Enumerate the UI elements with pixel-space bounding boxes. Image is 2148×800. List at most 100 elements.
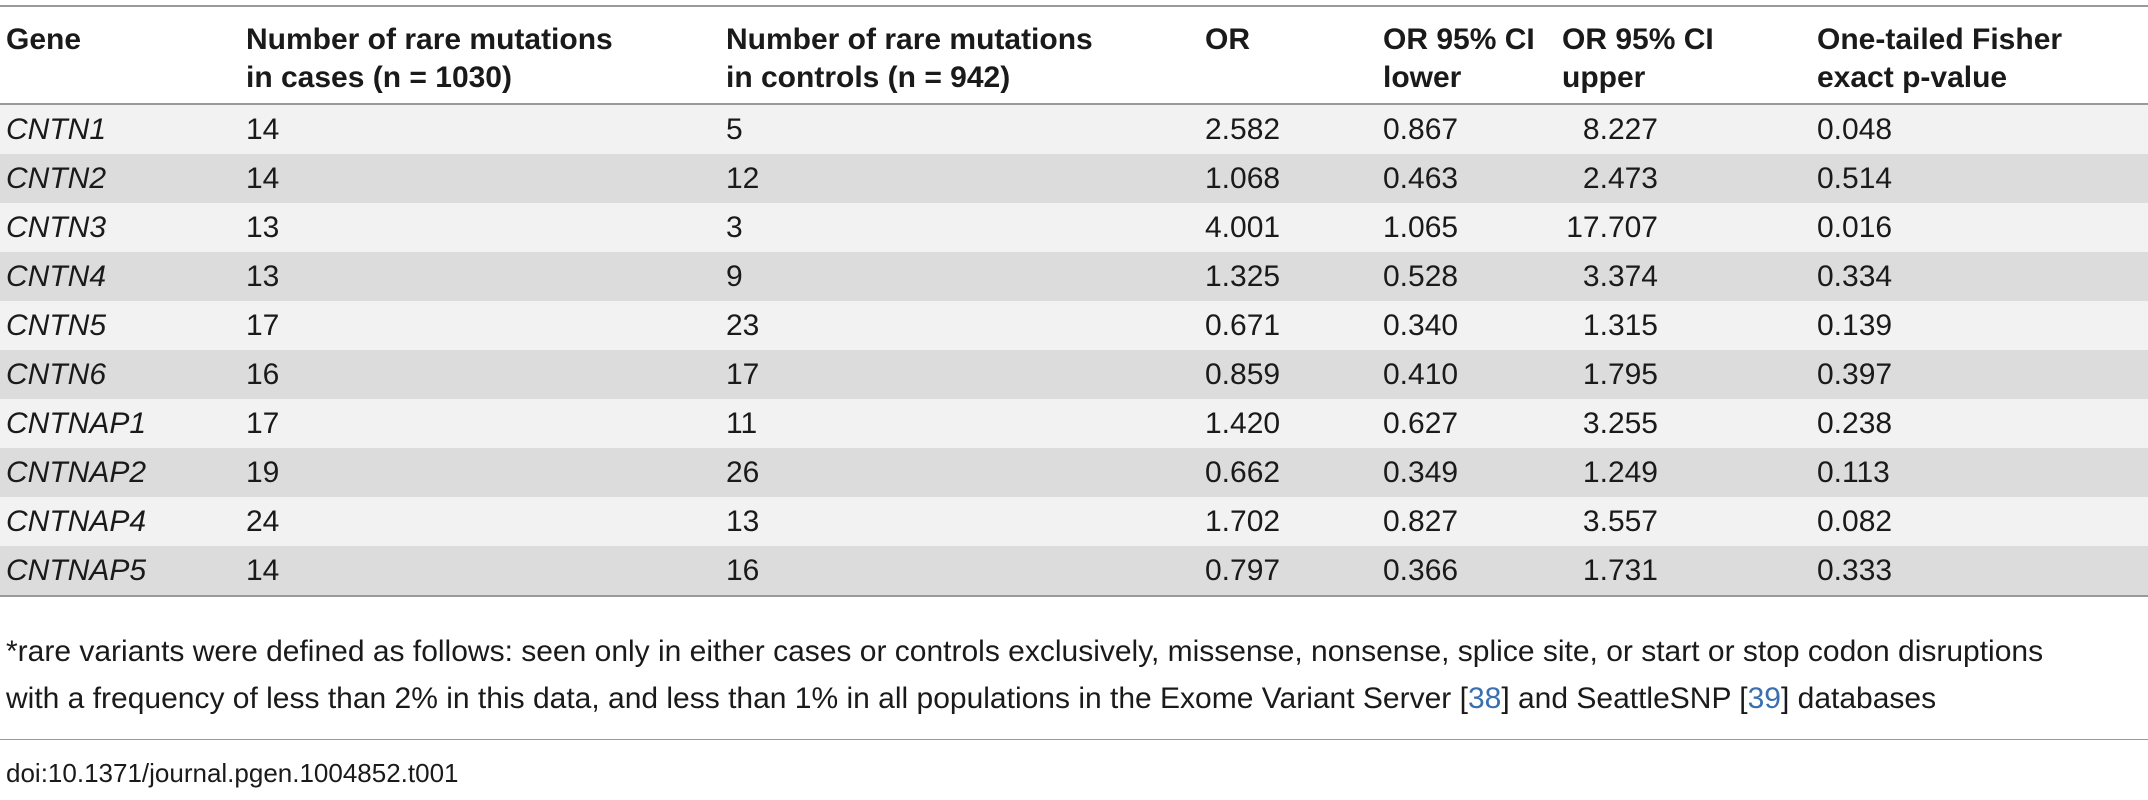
- header-cases-line2: in cases (n = 1030): [246, 61, 512, 94]
- doi-label: doi:10.1371/journal.pgen.1004852.t001: [6, 758, 459, 788]
- ci-upper-cell: 1.315: [1562, 301, 1817, 350]
- gene-cell: CNTN4: [0, 252, 246, 301]
- cases-cell: 17: [246, 301, 726, 350]
- ci-lower-cell: 0.349: [1383, 448, 1562, 497]
- header-ci-upper-line1: OR 95% CI: [1562, 23, 1714, 56]
- header-ci-upper-line2: upper: [1562, 61, 1646, 94]
- table-row: CNTN5 17 23 0.671 0.340 1.315 0.139: [0, 301, 2148, 350]
- cases-cell: 13: [246, 252, 726, 301]
- cases-cell: 13: [246, 203, 726, 252]
- controls-cell: 13: [726, 497, 1205, 546]
- header-row: Gene Number of rare mutations in cases (n…: [0, 7, 2148, 105]
- gene-cell: CNTN5: [0, 301, 246, 350]
- ci-upper-cell: 17.707: [1562, 203, 1817, 252]
- header-ci-lower: OR 95% CI lower: [1383, 7, 1562, 105]
- or-cell: 0.859: [1205, 350, 1383, 399]
- cases-cell: 17: [246, 399, 726, 448]
- ci-upper-cell: 8.227: [1562, 104, 1817, 154]
- ci-upper-value: 8.227: [1582, 113, 1658, 146]
- pvalue-cell: 0.514: [1817, 154, 2148, 203]
- header-ci-lower-line1: OR 95% CI: [1383, 23, 1535, 56]
- controls-cell: 16: [726, 546, 1205, 597]
- header-controls-line2: in controls (n = 942): [726, 61, 1011, 94]
- ci-lower-cell: 0.528: [1383, 252, 1562, 301]
- pvalue-cell: 0.333: [1817, 546, 2148, 597]
- cases-cell: 24: [246, 497, 726, 546]
- pvalue-cell: 0.139: [1817, 301, 2148, 350]
- footnote-text-a: with a frequency of less than 2% in this…: [6, 682, 1468, 715]
- table-row: CNTNAP2 19 26 0.662 0.349 1.249 0.113: [0, 448, 2148, 497]
- table-row: CNTNAP4 24 13 1.702 0.827 3.557 0.082: [0, 497, 2148, 546]
- ci-lower-cell: 0.867: [1383, 104, 1562, 154]
- pvalue-cell: 0.238: [1817, 399, 2148, 448]
- table-row: CNTN2 14 12 1.068 0.463 2.473 0.514: [0, 154, 2148, 203]
- header-ci-upper: OR 95% CI upper: [1562, 7, 1817, 105]
- bottom-rule: [0, 739, 2148, 740]
- pvalue-cell: 0.016: [1817, 203, 2148, 252]
- or-cell: 1.702: [1205, 497, 1383, 546]
- ci-upper-cell: 1.731: [1562, 546, 1817, 597]
- controls-cell: 5: [726, 104, 1205, 154]
- ci-upper-value: 3.557: [1582, 505, 1658, 538]
- header-pvalue: One-tailed Fisher exact p-value: [1817, 7, 2148, 105]
- pvalue-cell: 0.082: [1817, 497, 2148, 546]
- or-cell: 1.068: [1205, 154, 1383, 203]
- data-table: Gene Number of rare mutations in cases (n…: [0, 7, 2148, 597]
- header-controls: Number of rare mutations in controls (n =…: [726, 7, 1205, 105]
- ci-upper-value: 2.473: [1582, 162, 1658, 195]
- ci-upper-cell: 1.249: [1562, 448, 1817, 497]
- table-row: CNTN1 14 5 2.582 0.867 8.227 0.048: [0, 104, 2148, 154]
- header-pvalue-line1: One-tailed Fisher: [1817, 23, 2063, 56]
- ci-lower-cell: 0.366: [1383, 546, 1562, 597]
- cases-cell: 14: [246, 546, 726, 597]
- header-gene: Gene: [0, 7, 246, 105]
- header-controls-line1: Number of rare mutations: [726, 23, 1093, 56]
- or-cell: 0.797: [1205, 546, 1383, 597]
- pvalue-cell: 0.334: [1817, 252, 2148, 301]
- gene-cell: CNTN3: [0, 203, 246, 252]
- cases-cell: 14: [246, 104, 726, 154]
- footnote-text-b: ] and SeattleSNP [: [1501, 682, 1748, 715]
- header-or: OR: [1205, 7, 1383, 105]
- ci-upper-value: 3.255: [1582, 407, 1658, 440]
- ci-upper-value: 3.374: [1582, 260, 1658, 293]
- reference-link-39[interactable]: 39: [1747, 682, 1781, 715]
- ci-upper-value: 1.795: [1582, 358, 1658, 391]
- header-or-text: OR: [1205, 23, 1250, 56]
- controls-cell: 9: [726, 252, 1205, 301]
- or-cell: 4.001: [1205, 203, 1383, 252]
- footnote-text-c: ] databases: [1780, 682, 1937, 715]
- cases-cell: 14: [246, 154, 726, 203]
- gene-cell: CNTN2: [0, 154, 246, 203]
- table-row: CNTN4 13 9 1.325 0.528 3.374 0.334: [0, 252, 2148, 301]
- controls-cell: 26: [726, 448, 1205, 497]
- header-ci-lower-line2: lower: [1383, 61, 1462, 94]
- footnote-line-2: with a frequency of less than 2% in this…: [6, 675, 2144, 722]
- ci-upper-cell: 3.557: [1562, 497, 1817, 546]
- controls-cell: 17: [726, 350, 1205, 399]
- gene-cell: CNTN6: [0, 350, 246, 399]
- gene-cell: CNTNAP4: [0, 497, 246, 546]
- top-rule: [0, 5, 2148, 7]
- table-row: CNTN6 16 17 0.859 0.410 1.795 0.397: [0, 350, 2148, 399]
- ci-lower-cell: 0.410: [1383, 350, 1562, 399]
- reference-link-38[interactable]: 38: [1467, 682, 1502, 715]
- gene-cell: CNTNAP1: [0, 399, 246, 448]
- ci-lower-cell: 0.627: [1383, 399, 1562, 448]
- header-pvalue-line2: exact p-value: [1817, 61, 2008, 94]
- or-cell: 1.325: [1205, 252, 1383, 301]
- ci-upper-value: 1.731: [1582, 554, 1658, 587]
- controls-cell: 3: [726, 203, 1205, 252]
- pvalue-cell: 0.113: [1817, 448, 2148, 497]
- table-footnote: *rare variants were defined as follows: …: [6, 628, 2144, 722]
- ci-upper-cell: 3.255: [1562, 399, 1817, 448]
- header-gene-text: Gene: [6, 23, 82, 56]
- table-row: CNTNAP1 17 11 1.420 0.627 3.255 0.238: [0, 399, 2148, 448]
- ci-upper-cell: 2.473: [1562, 154, 1817, 203]
- or-cell: 2.582: [1205, 104, 1383, 154]
- controls-cell: 23: [726, 301, 1205, 350]
- controls-cell: 12: [726, 154, 1205, 203]
- gene-cell: CNTNAP2: [0, 448, 246, 497]
- ci-lower-cell: 0.340: [1383, 301, 1562, 350]
